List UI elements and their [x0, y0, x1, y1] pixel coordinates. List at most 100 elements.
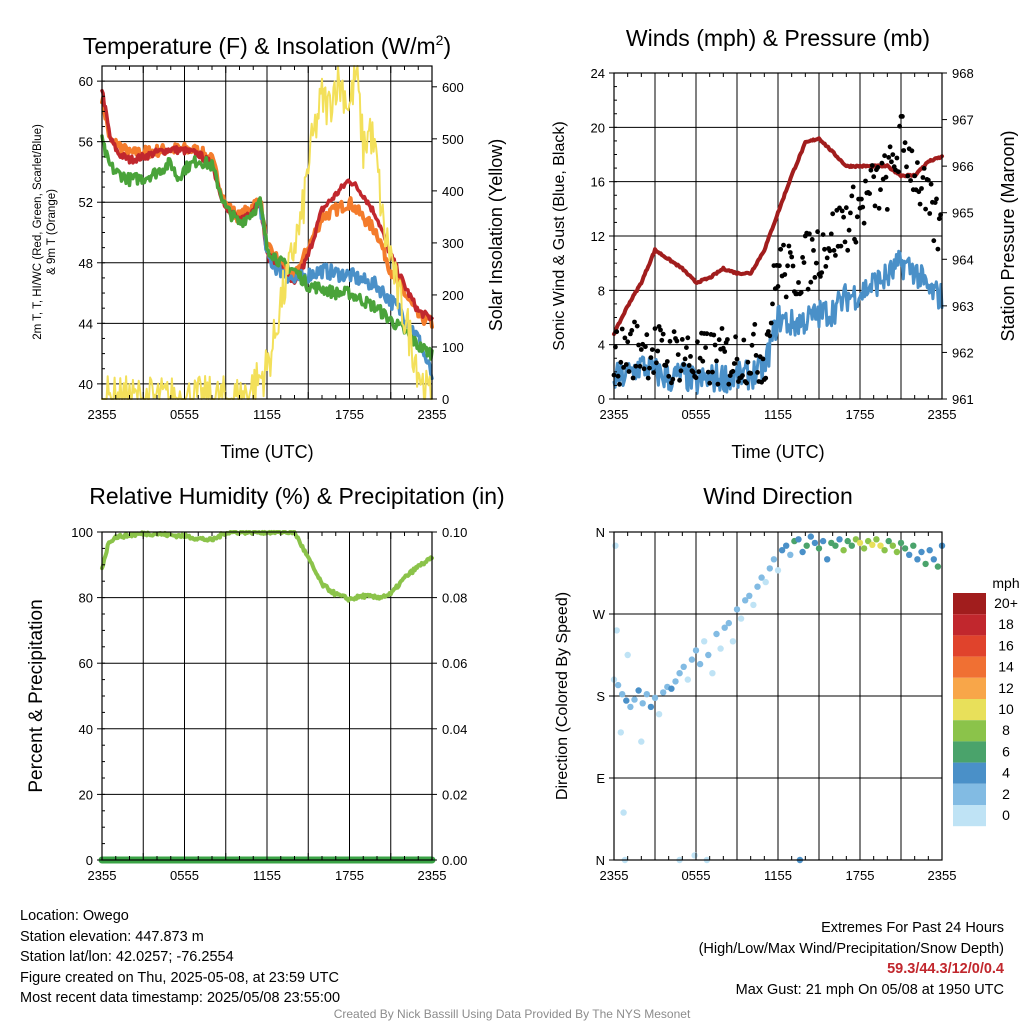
gust-point [897, 123, 902, 129]
gust-point [681, 362, 687, 367]
direction-point [885, 537, 892, 545]
gust-point [677, 377, 682, 383]
direction-point [865, 537, 872, 545]
gust-point [766, 329, 771, 334]
direction-point [824, 556, 831, 563]
speed-legend: mph 20+ 18 16 14 12 10 8 6 4 2 0 [953, 575, 1020, 827]
gust-point [820, 232, 826, 238]
gust-point [887, 144, 893, 150]
direction-point [877, 542, 884, 549]
gust-point [894, 155, 900, 161]
gust-point [670, 376, 676, 382]
gust-point [730, 368, 736, 374]
gust-point [655, 348, 661, 354]
gust-point [778, 246, 784, 252]
rh-x-tick-label: 1155 [253, 868, 281, 883]
gust-point [626, 369, 632, 374]
gust-point [923, 206, 928, 212]
dir-x-tick-label: 1755 [846, 868, 875, 883]
wind-y-axis-label: Sonic Wind & Gust (Blue, Black) [551, 121, 568, 350]
direction-point [815, 545, 823, 552]
gust-point [863, 178, 868, 184]
gust-point [883, 174, 889, 180]
temp-y-tick-label: 40 [79, 377, 93, 392]
rh-frame [101, 531, 433, 861]
gust-point [828, 231, 834, 237]
temp-y-tick-label-right: 400 [442, 184, 464, 199]
direction-point [651, 694, 659, 701]
gust-point [629, 328, 635, 333]
dir-y-tick-label: W [593, 607, 606, 622]
rh-panel-title: Relative Humidity (%) & Precipitation (i… [89, 483, 504, 509]
wind-y-axis-label-right: Station Pressure (Maroon) [998, 130, 1018, 341]
gust-point [838, 243, 844, 249]
gust-point [684, 345, 689, 350]
direction-point [832, 542, 839, 549]
gust-point [625, 339, 631, 345]
extremes-subtitle: (High/Low/Max Wind/Precipitation/Snow De… [698, 940, 1004, 957]
gust-point [734, 356, 740, 362]
legend-label: 14 [998, 659, 1014, 675]
direction-point [742, 597, 749, 604]
gust-point [813, 260, 819, 266]
wind-y-tick-label-right: 965 [952, 206, 974, 221]
gust-point [614, 329, 620, 335]
direction-point [613, 627, 620, 634]
wind-panel-title: Winds (mph) & Pressure (mb) [626, 25, 930, 51]
legend-swatch [953, 783, 986, 805]
gust-point [716, 337, 722, 343]
gust-point [882, 153, 887, 159]
direction-point [910, 542, 917, 549]
gust-point [861, 220, 867, 226]
gust-point [931, 238, 937, 244]
gust-point [643, 344, 648, 350]
dir-x-tick-label: 0555 [682, 868, 711, 883]
legend-label: 6 [1002, 743, 1010, 759]
direction-point [750, 601, 757, 609]
temp-x-tick-label: 0555 [170, 407, 199, 422]
direction-point [639, 700, 646, 707]
gust-point [652, 326, 658, 331]
gust-point [710, 369, 715, 375]
legend-swatch [953, 677, 986, 699]
rh-y-tick-label-right: 0.10 [442, 525, 467, 540]
direction-point [869, 541, 876, 548]
gust-point [707, 380, 713, 386]
direction-point [619, 691, 626, 698]
gust-point [790, 263, 796, 269]
gust-point [770, 301, 775, 307]
gust-point [912, 173, 918, 179]
gust-point [740, 373, 745, 378]
gust-point [682, 356, 688, 362]
gust-point [703, 345, 708, 350]
temp-y-tick-label: 48 [79, 256, 93, 271]
rh-y-tick-label: 100 [71, 525, 93, 540]
gust-point [936, 216, 942, 222]
legend-swatch [953, 805, 986, 827]
wind-x-tick-label: 0555 [682, 407, 711, 422]
direction-point [672, 678, 679, 685]
station-info: Location: Owego Station elevation: 447.8… [20, 906, 340, 1009]
temp-x-tick-label: 1155 [253, 407, 281, 422]
rh-x-tick-label: 2355 [418, 868, 447, 883]
rh-y-tick-label: 40 [79, 722, 93, 737]
gust-point [751, 331, 756, 337]
temp-y-tick-label-right: 600 [442, 80, 464, 95]
gust-point [808, 279, 814, 285]
gust-point [868, 167, 874, 173]
gust-point [909, 148, 915, 154]
gust-point [763, 375, 769, 381]
gust-point [916, 189, 922, 195]
rh-x-tick-label: 1755 [335, 868, 364, 883]
direction-point [770, 556, 778, 563]
gust-point [755, 370, 760, 375]
direction-point [692, 647, 700, 654]
wind-x-tick-label: 2355 [928, 407, 957, 422]
gust-point [630, 375, 636, 381]
gust-point [796, 280, 801, 285]
direction-point [930, 556, 937, 563]
gust-point [686, 363, 692, 368]
gust-point [644, 332, 650, 338]
gust-point [878, 187, 883, 193]
gust-point [760, 356, 766, 362]
